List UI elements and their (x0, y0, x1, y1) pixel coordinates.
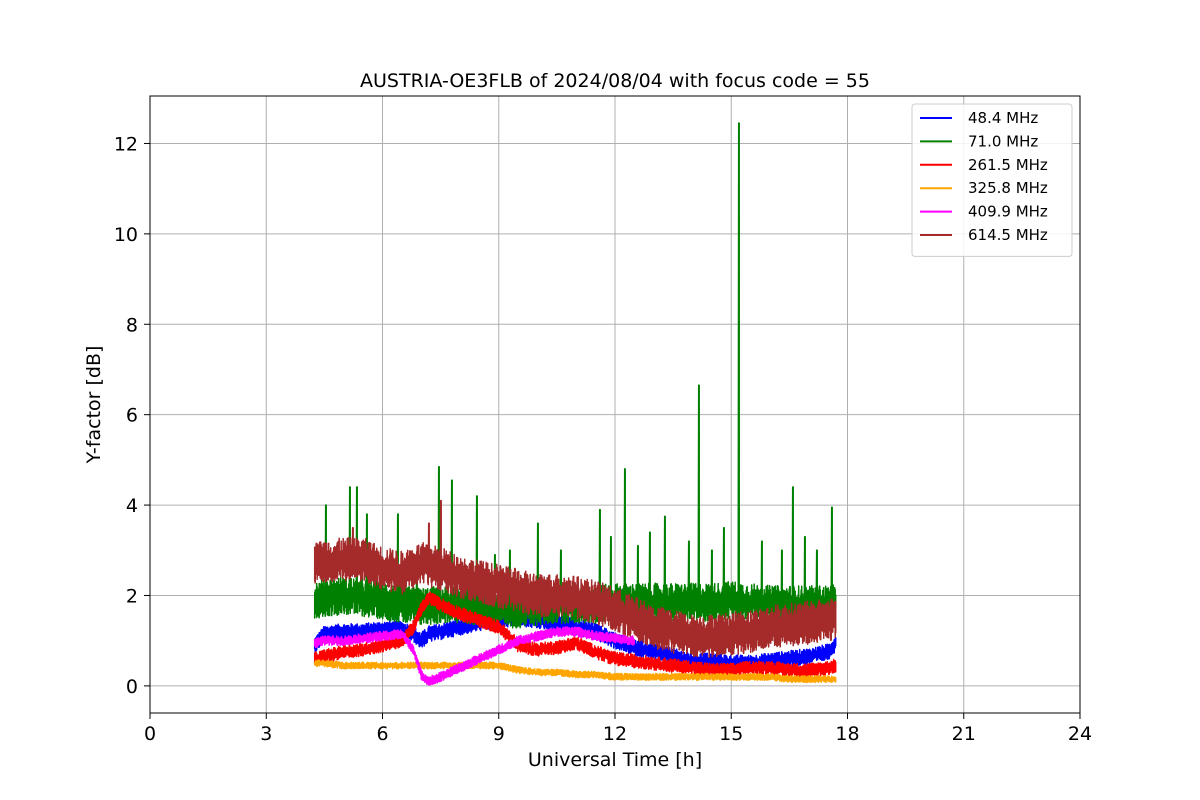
legend-entry: 409.9 MHz (968, 203, 1048, 221)
legend-entry: 614.5 MHz (968, 226, 1048, 244)
legend-entry: 71.0 MHz (968, 132, 1038, 150)
legend: 48.4 MHz 71.0 MHz 261.5 MHz 325.8 MHz 40… (911, 103, 1073, 257)
x-tick-label: 24 (1068, 723, 1092, 745)
x-tick-label: 15 (719, 723, 743, 745)
legend-entry: 261.5 MHz (968, 156, 1048, 174)
chart-title: AUSTRIA-OE3FLB of 2024/08/04 with focus … (360, 70, 870, 92)
series-layer (313, 122, 837, 686)
y-tick-label: 12 (114, 133, 138, 155)
x-tick-label: 3 (260, 723, 272, 745)
series-line (313, 626, 635, 686)
y-tick-label: 6 (126, 405, 138, 427)
series-line (313, 591, 837, 678)
y-axis-label: Y-factor [dB] (83, 346, 105, 465)
legend-entry: 325.8 MHz (968, 179, 1048, 197)
x-axis-label: Universal Time [h] (528, 749, 702, 771)
x-tick-label: 6 (376, 723, 388, 745)
x-tick-label: 12 (603, 723, 627, 745)
series-line (313, 659, 837, 684)
x-tick-label: 9 (493, 723, 505, 745)
x-tick-label: 18 (835, 723, 859, 745)
x-tick-label: 21 (952, 723, 976, 745)
y-tick-label: 8 (126, 314, 138, 336)
x-tick-label: 0 (144, 723, 156, 745)
y-tick-label: 0 (126, 676, 138, 698)
legend-entry: 48.4 MHz (968, 109, 1038, 127)
y-tick-label: 10 (114, 224, 138, 246)
y-tick-label: 2 (126, 585, 138, 607)
series-line (313, 499, 837, 658)
y-tick-label: 4 (126, 495, 138, 517)
